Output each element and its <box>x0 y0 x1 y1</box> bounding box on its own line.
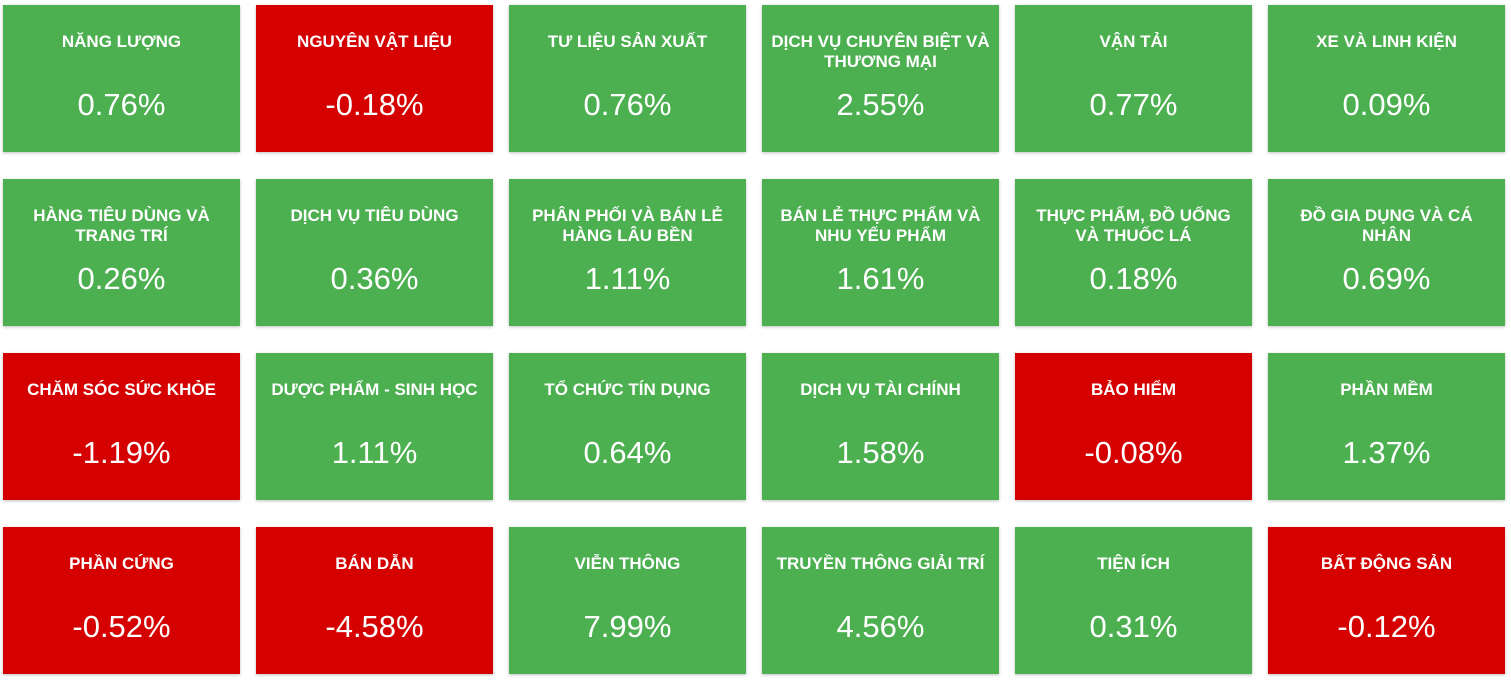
sector-tile-phan-phoi-ban-le[interactable]: PHÂN PHỐI VÀ BÁN LẺ HÀNG LÂU BỀN 1.11% <box>509 179 746 326</box>
sector-name: BẢO HIỂM <box>1091 380 1176 399</box>
sector-tile-tu-lieu-san-xuat[interactable]: TƯ LIỆU SẢN XUẤT 0.76% <box>509 5 746 152</box>
sector-change: 0.76% <box>583 87 672 122</box>
sector-name: DƯỢC PHẨM - SINH HỌC <box>271 380 478 399</box>
sector-name: BÁN LẺ THỰC PHẨM VÀ NHU YẾU PHẨM <box>780 206 981 245</box>
sector-change: 2.55% <box>836 87 925 122</box>
sector-name: NĂNG LƯỢNG <box>61 32 182 51</box>
sector-name: DỊCH VỤ TÀI CHÍNH <box>800 380 961 399</box>
sector-name: VIỄN THÔNG <box>574 554 681 573</box>
sector-name: CHĂM SÓC SỨC KHỎE <box>27 380 216 399</box>
sector-tile-to-chuc-tin-dung[interactable]: TỔ CHỨC TÍN DỤNG 0.64% <box>509 353 746 500</box>
sector-tile-hang-tieu-dung[interactable]: HÀNG TIÊU DÙNG VÀ TRANG TRÍ 0.26% <box>3 179 240 326</box>
sector-change: 0.18% <box>1089 261 1178 296</box>
sector-change: -0.08% <box>1084 435 1183 470</box>
sector-tile-nguyen-vat-lieu[interactable]: NGUYÊN VẬT LIỆU -0.18% <box>256 5 493 152</box>
sector-name: TRUYỀN THÔNG GIẢI TRÍ <box>776 554 985 573</box>
sector-tile-van-tai[interactable]: VẬN TẢI 0.77% <box>1015 5 1252 152</box>
sector-change: -1.19% <box>72 435 171 470</box>
sector-tile-dich-vu-tai-chinh[interactable]: DỊCH VỤ TÀI CHÍNH 1.58% <box>762 353 999 500</box>
sector-change: 0.36% <box>330 261 419 296</box>
sector-name: BẤT ĐỘNG SẢN <box>1320 554 1453 573</box>
sector-change: 1.61% <box>836 261 925 296</box>
sector-tile-dich-vu-tieu-dung[interactable]: DỊCH VỤ TIÊU DÙNG 0.36% <box>256 179 493 326</box>
sector-tile-ban-le-thuc-pham[interactable]: BÁN LẺ THỰC PHẨM VÀ NHU YẾU PHẨM 1.61% <box>762 179 999 326</box>
sector-change: -0.12% <box>1337 609 1436 644</box>
sector-change: 0.31% <box>1089 609 1178 644</box>
sector-change: 7.99% <box>583 609 672 644</box>
sector-tile-bat-dong-san[interactable]: BẤT ĐỘNG SẢN -0.12% <box>1268 527 1505 674</box>
sector-tile-dich-vu-chuyen-biet[interactable]: DỊCH VỤ CHUYÊN BIỆT VÀ THƯƠNG MẠI 2.55% <box>762 5 999 152</box>
sector-name: BÁN DẪN <box>335 554 414 573</box>
sector-name: DỊCH VỤ CHUYÊN BIỆT VÀ THƯƠNG MẠI <box>771 32 990 71</box>
sector-name: TIỆN ÍCH <box>1097 554 1170 573</box>
sector-change: 4.56% <box>836 609 925 644</box>
sector-name: TỔ CHỨC TÍN DỤNG <box>544 380 711 399</box>
sector-tile-ban-dan[interactable]: BÁN DẪN -4.58% <box>256 527 493 674</box>
sector-tile-xe-va-linh-kien[interactable]: XE VÀ LINH KIỆN 0.09% <box>1268 5 1505 152</box>
sector-tile-vien-thong[interactable]: VIỄN THÔNG 7.99% <box>509 527 746 674</box>
sector-tile-phan-cung[interactable]: PHẦN CỨNG -0.52% <box>3 527 240 674</box>
sector-change: -0.18% <box>325 87 424 122</box>
sector-change: 0.26% <box>77 261 166 296</box>
sector-name: VẬN TẢI <box>1099 32 1168 51</box>
sector-name: ĐỒ GIA DỤNG VÀ CÁ NHÂN <box>1300 206 1473 245</box>
sector-change: 0.69% <box>1342 261 1431 296</box>
sector-change: 1.37% <box>1342 435 1431 470</box>
sector-change: -0.52% <box>72 609 171 644</box>
sector-tile-phan-mem[interactable]: PHẦN MỀM 1.37% <box>1268 353 1505 500</box>
sector-change: 0.77% <box>1089 87 1178 122</box>
sector-tile-bao-hiem[interactable]: BẢO HIỂM -0.08% <box>1015 353 1252 500</box>
sector-tile-truyen-thong-giai-tri[interactable]: TRUYỀN THÔNG GIẢI TRÍ 4.56% <box>762 527 999 674</box>
sector-name: XE VÀ LINH KIỆN <box>1316 32 1457 51</box>
sector-name: TƯ LIỆU SẢN XUẤT <box>547 32 708 51</box>
sector-tile-cham-soc-suc-khoe[interactable]: CHĂM SÓC SỨC KHỎE -1.19% <box>3 353 240 500</box>
sector-change: -4.58% <box>325 609 424 644</box>
sector-name: HÀNG TIÊU DÙNG VÀ TRANG TRÍ <box>33 206 210 245</box>
sector-name: THỰC PHẨM, ĐỒ UỐNG VÀ THUỐC LÁ <box>1036 206 1231 245</box>
sector-heatmap-grid: NĂNG LƯỢNG 0.76% NGUYÊN VẬT LIỆU -0.18% … <box>3 5 1505 674</box>
sector-name: PHẦN CỨNG <box>69 554 174 573</box>
sector-change: 1.11% <box>331 435 418 470</box>
sector-change: 0.76% <box>77 87 166 122</box>
sector-name: DỊCH VỤ TIÊU DÙNG <box>290 206 459 225</box>
sector-change: 0.09% <box>1342 87 1431 122</box>
sector-change: 1.11% <box>584 261 671 296</box>
sector-tile-nang-luong[interactable]: NĂNG LƯỢNG 0.76% <box>3 5 240 152</box>
sector-tile-tien-ich[interactable]: TIỆN ÍCH 0.31% <box>1015 527 1252 674</box>
sector-change: 1.58% <box>836 435 925 470</box>
sector-tile-do-gia-dung[interactable]: ĐỒ GIA DỤNG VÀ CÁ NHÂN 0.69% <box>1268 179 1505 326</box>
sector-tile-thuc-pham-do-uong[interactable]: THỰC PHẨM, ĐỒ UỐNG VÀ THUỐC LÁ 0.18% <box>1015 179 1252 326</box>
sector-change: 0.64% <box>583 435 672 470</box>
sector-tile-duoc-pham[interactable]: DƯỢC PHẨM - SINH HỌC 1.11% <box>256 353 493 500</box>
sector-name: NGUYÊN VẬT LIỆU <box>297 32 452 51</box>
sector-name: PHÂN PHỐI VÀ BÁN LẺ HÀNG LÂU BỀN <box>532 206 723 245</box>
sector-name: PHẦN MỀM <box>1340 380 1433 399</box>
